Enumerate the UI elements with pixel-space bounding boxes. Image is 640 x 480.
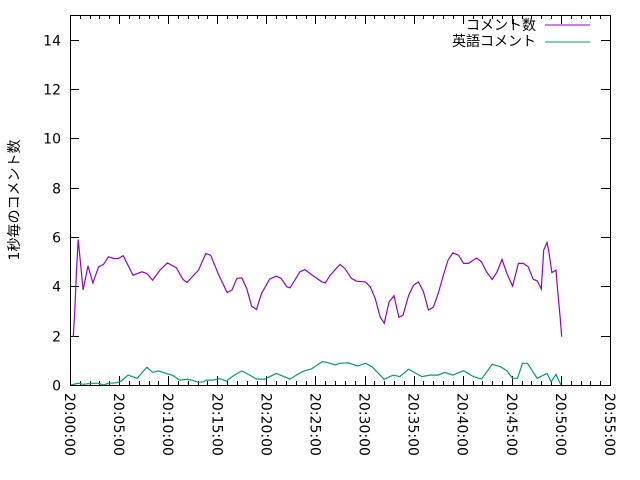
y-tick-label: 0	[52, 379, 61, 395]
x-tick-label: 20:15:00	[208, 393, 224, 456]
y-axis-label: 1秒毎のコメント数	[7, 140, 23, 261]
legend: コメント数 英語コメント	[452, 18, 590, 50]
y-tick-labels: 0 2 4 6 8 10 12 14	[43, 34, 61, 395]
y-tick-label: 10	[43, 132, 61, 148]
x-tick-label: 20:45:00	[503, 393, 519, 456]
x-tick-label: 20:20:00	[257, 393, 273, 456]
x-tick-label: 20:30:00	[356, 393, 372, 456]
x-tick-label: 20:40:00	[454, 393, 470, 456]
x-tick-label: 20:05:00	[110, 393, 126, 456]
x-tick-labels: 20:00:00 20:05:00 20:10:00 20:15:00 20:20:00…	[61, 393, 617, 456]
y-tick-label: 4	[52, 280, 61, 296]
y-tick-label: 8	[52, 182, 61, 198]
y-tick-label: 12	[43, 83, 61, 99]
series-line-0	[72, 239, 563, 337]
x-tick-label: 20:35:00	[405, 393, 421, 456]
y-tick-label: 14	[43, 34, 61, 50]
plot-frame	[70, 15, 611, 386]
legend-label-1: 英語コメント	[452, 33, 536, 50]
x-tick-label: 20:00:00	[61, 393, 77, 456]
x-tick-label: 20:10:00	[159, 393, 175, 456]
x-tick-label: 20:25:00	[306, 393, 322, 456]
series-lines	[70, 239, 563, 386]
series-line-1	[70, 361, 562, 386]
axis-ticks	[70, 15, 611, 386]
y-tick-label: 6	[52, 231, 61, 247]
x-tick-label: 20:50:00	[552, 393, 568, 456]
y-tick-label: 2	[52, 330, 61, 346]
x-tick-label: 20:55:00	[601, 393, 617, 456]
legend-label-0: コメント数	[466, 18, 536, 34]
